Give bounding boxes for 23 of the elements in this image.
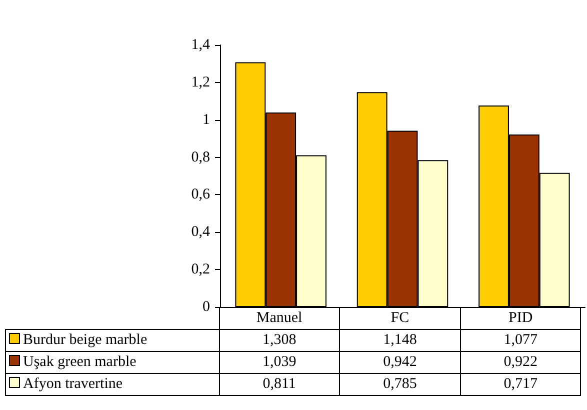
data-label: 0,717 xyxy=(460,374,581,396)
y-tick-label: 0,2 xyxy=(191,262,210,278)
data-label: 1,077 xyxy=(460,330,581,352)
data-label: 1,308 xyxy=(219,330,340,352)
x-tick-label: PID xyxy=(460,308,581,330)
y-tick-label: 1 xyxy=(202,112,210,128)
data-label: 1,148 xyxy=(340,330,460,352)
legend-label: Uşak green marble xyxy=(6,352,219,374)
data-label: 0,811 xyxy=(219,374,340,396)
x-tick-label: Manuel xyxy=(219,308,340,330)
y-tick-label: 0 xyxy=(202,299,210,315)
y-tick-label: 1,2 xyxy=(191,74,210,90)
data-label: 0,785 xyxy=(340,374,460,396)
y-tick-label: 0,8 xyxy=(191,149,210,166)
y-tick-label: 0,6 xyxy=(191,186,210,203)
y-tick-label: 1,4 xyxy=(191,37,210,53)
data-label: 1,039 xyxy=(219,352,340,374)
y-tick-label: 0,4 xyxy=(191,224,210,240)
legend-label: Afyon travertine xyxy=(6,374,219,396)
data-label: 0,922 xyxy=(460,352,581,374)
legend-label: Burdur beige marble xyxy=(6,330,219,352)
data-label: 0,942 xyxy=(340,352,460,374)
x-tick-label: FC xyxy=(340,308,460,330)
